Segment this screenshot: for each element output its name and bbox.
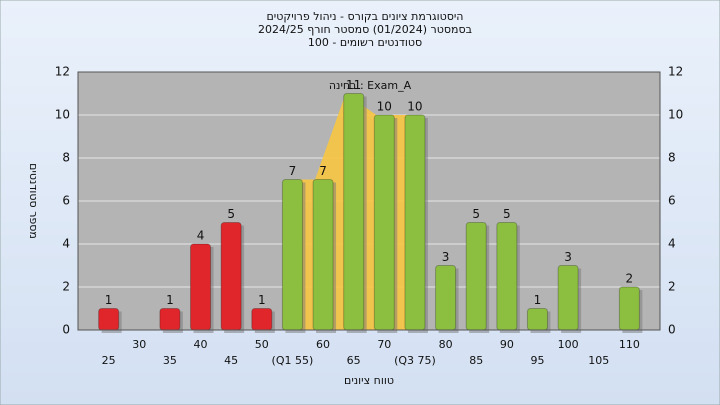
bar (98, 308, 120, 331)
plot-frame (77, 71, 661, 331)
bar (496, 222, 518, 331)
bar (618, 286, 640, 331)
value-label: 10 (377, 100, 392, 114)
y-tick-label: 0 (62, 323, 70, 337)
y2-tick-label: 12 (668, 65, 683, 79)
x-tick-label: 70 (377, 338, 391, 351)
x-tick-label: 95 (530, 354, 544, 367)
y2-tick-label: 10 (668, 108, 683, 122)
chart-subtitle: סטודנטים רשומים - 100 (308, 36, 422, 49)
y-tick-label: 12 (55, 65, 70, 79)
value-label: 7 (319, 164, 327, 178)
bar (435, 265, 457, 331)
y-tick-label: 8 (62, 151, 70, 165)
bar (251, 308, 273, 331)
chart-subtitle: בסמסטר (01/2024) סמסטר חורף 2024/25 (258, 23, 472, 36)
bar (312, 179, 334, 331)
value-label: 5 (503, 207, 511, 221)
bar (159, 308, 181, 331)
chart-title: היסטוגרמת ציונים בקורס - ניהול פרויקטים (267, 10, 464, 23)
x-tick-label: (Q3 75) (394, 354, 436, 367)
x-tick-label: 105 (588, 354, 609, 367)
bar (526, 308, 548, 331)
bar (281, 179, 303, 331)
bar (557, 265, 579, 331)
x-tick-label: 30 (132, 338, 146, 351)
value-label: 5 (227, 207, 235, 221)
y-tick-label: 4 (62, 237, 70, 251)
value-label: 1 (534, 293, 542, 307)
bar (465, 222, 487, 331)
y-tick-label: 10 (55, 108, 70, 122)
value-label: 11 (346, 78, 361, 92)
bar (373, 114, 395, 331)
y-axis-label: מספר סטודנטים (27, 163, 40, 239)
x-tick-label: 110 (619, 338, 640, 351)
x-tick-label: 60 (316, 338, 330, 351)
x-tick-label: 40 (194, 338, 208, 351)
value-label: 5 (472, 207, 480, 221)
x-tick-label: 65 (347, 354, 361, 367)
x-tick-label: 35 (163, 354, 177, 367)
x-axis-label: טווח ציונים (344, 374, 394, 387)
y-tick-label: 6 (62, 194, 70, 208)
value-label: 1 (166, 293, 174, 307)
bar (190, 243, 212, 331)
value-label: 10 (407, 100, 422, 114)
value-label: 3 (564, 250, 572, 264)
y2-tick-label: 8 (668, 151, 676, 165)
bar (404, 114, 426, 331)
x-tick-label: 85 (469, 354, 483, 367)
x-tick-label: 25 (102, 354, 116, 367)
bar (220, 222, 242, 331)
value-label: 1 (258, 293, 266, 307)
value-label: 7 (289, 164, 297, 178)
value-label: 2 (626, 272, 634, 286)
x-tick-label: 50 (255, 338, 269, 351)
x-tick-label: 90 (500, 338, 514, 351)
y2-tick-label: 4 (668, 237, 676, 251)
y2-tick-label: 6 (668, 194, 676, 208)
y2-tick-label: 2 (668, 280, 676, 294)
x-tick-label: (Q1 55) (272, 354, 314, 367)
value-label: 3 (442, 250, 450, 264)
value-label: 1 (105, 293, 113, 307)
y2-tick-label: 0 (668, 323, 676, 337)
bar (343, 93, 365, 331)
x-tick-label: 80 (439, 338, 453, 351)
x-tick-label: 100 (558, 338, 579, 351)
y-tick-label: 2 (62, 280, 70, 294)
x-tick-label: 45 (224, 354, 238, 367)
value-label: 4 (197, 229, 205, 243)
annotation: בחינה : Exam_A (329, 79, 412, 92)
